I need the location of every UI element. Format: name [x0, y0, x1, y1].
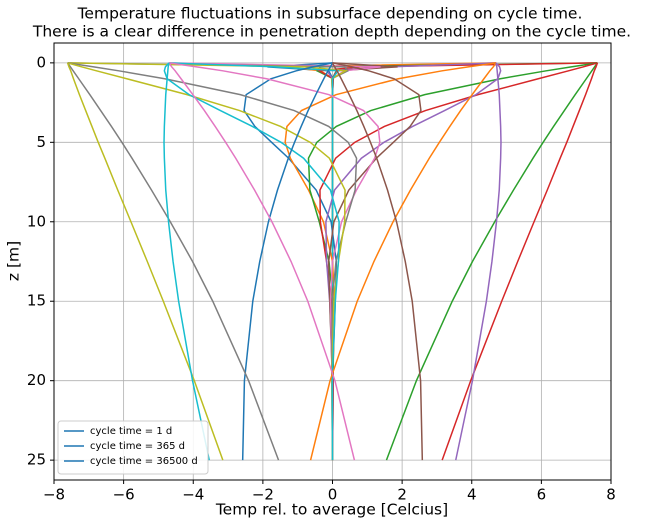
- x-tick-label: −8: [43, 486, 65, 504]
- y-tick-label: 15: [27, 292, 46, 310]
- data-line: [327, 62, 422, 461]
- data-line: [67, 62, 346, 461]
- data-line: [163, 62, 210, 461]
- legend-label: cycle time = 1 d: [90, 426, 172, 437]
- y-tick-label: 5: [36, 133, 46, 151]
- data-line: [455, 62, 502, 461]
- legend-label: cycle time = 36500 d: [90, 456, 198, 467]
- y-tick-label: 10: [27, 212, 46, 230]
- chart-title: Temperature fluctuations in subsurface d…: [77, 5, 583, 23]
- data-line: [168, 62, 340, 461]
- x-tick-label: −4: [182, 486, 204, 504]
- data-line: [284, 62, 497, 461]
- y-tick-label: 0: [36, 53, 46, 71]
- x-tick-label: −6: [113, 486, 135, 504]
- chart-title: There is a clear difference in penetrati…: [32, 23, 631, 41]
- data-line: [325, 62, 497, 461]
- data-line: [441, 62, 599, 461]
- data-line: [331, 62, 424, 461]
- x-tick-label: −2: [252, 486, 274, 504]
- data-line: [168, 62, 381, 461]
- data-line: [385, 62, 599, 461]
- legend-label: cycle time = 365 d: [90, 441, 185, 452]
- legend: cycle time = 1 d cycle time = 365 d cycle …: [57, 420, 209, 475]
- data-line: [163, 62, 340, 461]
- data-line: [267, 62, 334, 461]
- x-tick-label: 2: [397, 486, 407, 504]
- data-line: [331, 62, 398, 461]
- data-line: [284, 62, 497, 461]
- y-tick-label: 20: [27, 371, 46, 389]
- x-tick-label: 6: [537, 486, 547, 504]
- x-axis-label: Temp rel. to average [Celcius]: [215, 501, 448, 519]
- x-tick-label: 0: [328, 486, 338, 504]
- x-tick-label: 8: [606, 486, 616, 504]
- data-line: [67, 62, 358, 461]
- data-line: [66, 62, 224, 461]
- legend-box: [57, 420, 209, 475]
- x-tick-label: 4: [467, 486, 477, 504]
- data-line: [168, 62, 356, 461]
- y-axis-label: z [m]: [5, 241, 23, 281]
- data-line: [241, 62, 334, 461]
- y-tick-label: 25: [27, 451, 46, 469]
- data-line: [168, 62, 381, 461]
- data-line: [66, 62, 280, 461]
- plot-frame: [53, 42, 612, 481]
- data-line: [309, 62, 497, 461]
